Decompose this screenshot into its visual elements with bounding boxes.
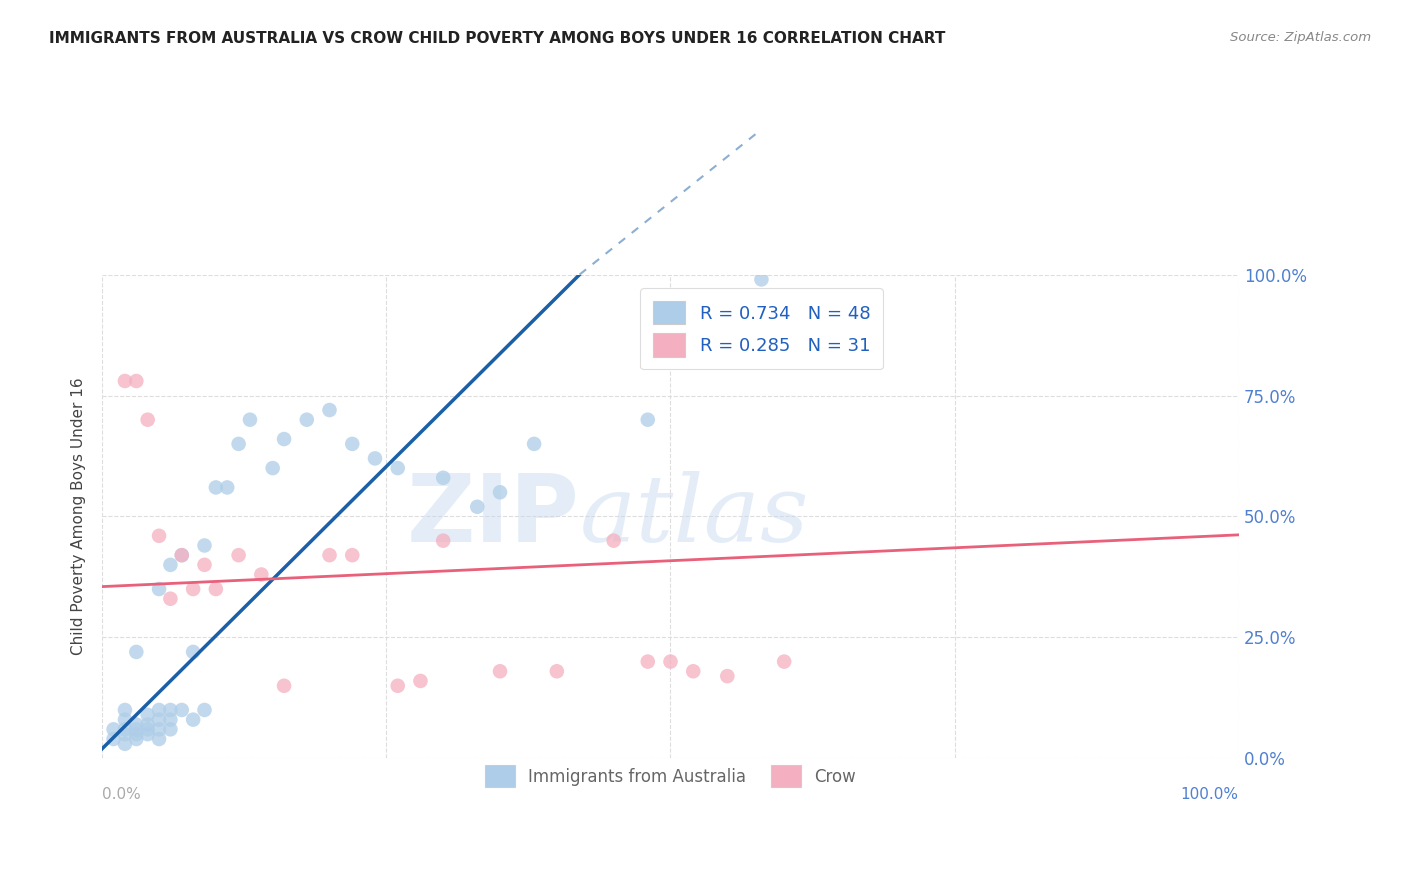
Point	[250, 567, 273, 582]
Point	[114, 737, 136, 751]
Point	[159, 713, 181, 727]
Point	[170, 703, 193, 717]
Point	[193, 539, 215, 553]
Point	[489, 665, 512, 679]
Point	[148, 723, 170, 737]
Point	[125, 374, 148, 388]
Point	[546, 665, 568, 679]
Point	[148, 582, 170, 596]
Point	[773, 655, 796, 669]
Point	[136, 707, 159, 722]
Text: IMMIGRANTS FROM AUSTRALIA VS CROW CHILD POVERTY AMONG BOYS UNDER 16 CORRELATION : IMMIGRANTS FROM AUSTRALIA VS CROW CHILD …	[49, 31, 946, 46]
Point	[170, 548, 193, 562]
Point	[125, 731, 148, 746]
Text: atlas: atlas	[579, 472, 808, 561]
Point	[114, 727, 136, 741]
Point	[136, 413, 159, 427]
Y-axis label: Child Poverty Among Boys Under 16: Child Poverty Among Boys Under 16	[72, 377, 86, 656]
Point	[148, 529, 170, 543]
Text: Source: ZipAtlas.com: Source: ZipAtlas.com	[1230, 31, 1371, 45]
Point	[114, 703, 136, 717]
Point	[103, 731, 125, 746]
Point	[432, 533, 454, 548]
Point	[148, 731, 170, 746]
Point	[159, 591, 181, 606]
Point	[136, 723, 159, 737]
Point	[114, 374, 136, 388]
Point	[148, 713, 170, 727]
Point	[228, 437, 250, 451]
Point	[465, 500, 488, 514]
Point	[659, 655, 682, 669]
Point	[136, 727, 159, 741]
Point	[432, 471, 454, 485]
Point	[318, 403, 340, 417]
Point	[489, 485, 512, 500]
Point	[114, 723, 136, 737]
Point	[318, 548, 340, 562]
Point	[602, 533, 624, 548]
Point	[295, 413, 318, 427]
Point	[342, 437, 364, 451]
Point	[125, 727, 148, 741]
Point	[409, 673, 432, 688]
Point	[193, 558, 215, 572]
Point	[387, 679, 409, 693]
Point	[181, 713, 204, 727]
Point	[159, 723, 181, 737]
Point	[273, 679, 295, 693]
Point	[114, 713, 136, 727]
Point	[273, 432, 295, 446]
Point	[262, 461, 284, 475]
Point	[205, 480, 228, 494]
Point	[181, 582, 204, 596]
Point	[751, 272, 773, 286]
Point	[228, 548, 250, 562]
Point	[103, 723, 125, 737]
Point	[193, 703, 215, 717]
Legend: Immigrants from Australia, Crow: Immigrants from Australia, Crow	[478, 759, 863, 794]
Point	[159, 703, 181, 717]
Point	[387, 461, 409, 475]
Point	[125, 723, 148, 737]
Text: ZIP: ZIP	[406, 470, 579, 563]
Point	[637, 655, 659, 669]
Point	[136, 717, 159, 731]
Point	[125, 717, 148, 731]
Point	[181, 645, 204, 659]
Point	[342, 548, 364, 562]
Text: 0.0%: 0.0%	[103, 788, 141, 803]
Point	[159, 558, 181, 572]
Point	[523, 437, 546, 451]
Point	[170, 548, 193, 562]
Point	[217, 480, 239, 494]
Point	[239, 413, 262, 427]
Text: 100.0%: 100.0%	[1181, 788, 1239, 803]
Point	[716, 669, 738, 683]
Point	[682, 665, 704, 679]
Point	[125, 645, 148, 659]
Point	[205, 582, 228, 596]
Point	[364, 451, 387, 466]
Point	[148, 703, 170, 717]
Point	[637, 413, 659, 427]
